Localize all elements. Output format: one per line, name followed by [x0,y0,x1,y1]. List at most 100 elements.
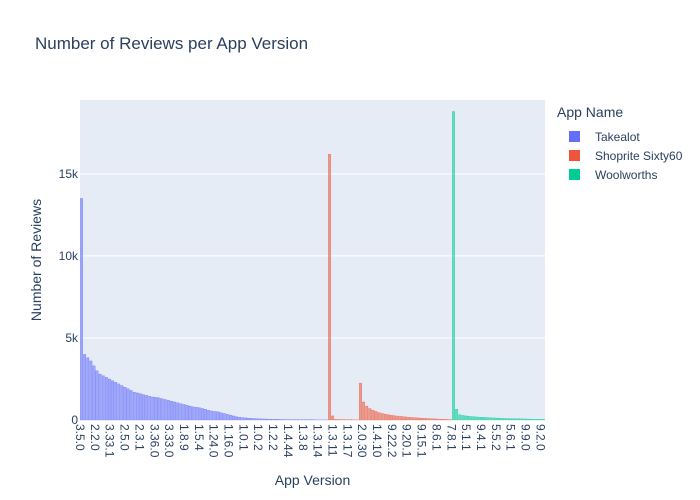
bar-takealot[interactable] [120,385,124,421]
bar-takealot[interactable] [179,403,183,421]
bar-takealot[interactable] [154,397,158,421]
bar-woolworths[interactable] [492,417,496,421]
bar-takealot[interactable] [232,415,235,421]
bar-takealot[interactable] [160,398,164,421]
bar-takealot[interactable] [92,365,96,421]
bar-takealot[interactable] [157,397,161,421]
bar-takealot[interactable] [129,390,133,421]
bar-woolworths[interactable] [535,419,539,421]
bar-takealot[interactable] [139,393,142,421]
bar-shoprite-sixty60[interactable] [365,405,369,421]
bar-shoprite-sixty60[interactable] [362,401,366,421]
bar-takealot[interactable] [145,395,149,421]
bar-shoprite-sixty60[interactable] [380,413,384,421]
bar-takealot[interactable] [142,394,145,421]
bar-shoprite-sixty60[interactable] [383,413,387,421]
bar-woolworths[interactable] [511,418,514,421]
bar-shoprite-sixty60[interactable] [377,412,381,421]
bar-shoprite-sixty60[interactable] [371,409,375,421]
bar-woolworths[interactable] [542,419,545,421]
bar-takealot[interactable] [111,380,114,421]
bar-takealot[interactable] [188,405,192,421]
bar-woolworths[interactable] [523,418,527,421]
bar-shoprite-sixty60[interactable] [368,408,372,421]
bar-shoprite-sixty60[interactable] [424,418,428,421]
bar-takealot[interactable] [250,418,254,421]
bar-shoprite-sixty60[interactable] [430,418,434,421]
bar-takealot[interactable] [244,417,248,421]
bar-woolworths[interactable] [532,419,536,421]
bar-woolworths[interactable] [538,419,542,421]
bar-woolworths[interactable] [464,415,468,421]
bar-takealot[interactable] [104,377,108,421]
bar-takealot[interactable] [191,406,195,421]
legend-item-shoprite[interactable]: Shoprite Sixty60 [557,146,682,165]
bar-shoprite-sixty60[interactable] [418,417,421,421]
bar-takealot[interactable] [201,408,204,421]
bar-takealot[interactable] [256,418,260,421]
bar-takealot[interactable] [216,411,220,421]
bar-woolworths[interactable] [514,418,517,421]
bar-shoprite-sixty60[interactable] [433,418,437,421]
bar-takealot[interactable] [114,382,118,421]
bar-takealot[interactable] [89,360,93,421]
bar-woolworths[interactable] [470,416,474,421]
bar-woolworths[interactable] [501,418,505,421]
bar-takealot[interactable] [275,419,279,421]
bar-shoprite-sixty60[interactable] [393,415,397,421]
bar-takealot[interactable] [86,357,90,421]
bar-woolworths[interactable] [507,418,511,421]
bar-takealot[interactable] [132,391,136,421]
bar-woolworths[interactable] [473,416,477,421]
bar-takealot[interactable] [228,414,232,421]
bar-shoprite-sixty60[interactable] [328,153,331,421]
bar-shoprite-sixty60[interactable] [331,415,335,421]
legend-item-takealot[interactable]: Takealot [557,127,682,146]
bar-takealot[interactable] [241,417,245,421]
bar-takealot[interactable] [247,418,251,421]
bar-takealot[interactable] [182,404,186,421]
bar-shoprite-sixty60[interactable] [396,415,400,421]
bar-shoprite-sixty60[interactable] [334,419,338,421]
bar-takealot[interactable] [163,399,167,421]
bar-woolworths[interactable] [467,416,471,421]
bar-takealot[interactable] [173,401,176,421]
bar-takealot[interactable] [213,411,217,421]
bar-woolworths[interactable] [520,418,524,421]
bar-woolworths[interactable] [452,111,455,421]
bar-takealot[interactable] [80,198,83,421]
bar-takealot[interactable] [263,418,266,421]
bar-takealot[interactable] [108,378,111,421]
bar-takealot[interactable] [95,370,99,421]
bar-shoprite-sixty60[interactable] [439,419,443,421]
bar-shoprite-sixty60[interactable] [436,418,440,421]
bar-takealot[interactable] [123,387,127,421]
bar-takealot[interactable] [225,414,229,421]
bar-takealot[interactable] [272,419,276,421]
legend-item-woolworths[interactable]: Woolworths [557,165,682,184]
bar-takealot[interactable] [166,400,170,421]
bar-takealot[interactable] [117,383,121,421]
bar-woolworths[interactable] [517,418,521,421]
bar-takealot[interactable] [266,418,269,421]
bar-takealot[interactable] [253,418,257,421]
bar-shoprite-sixty60[interactable] [399,416,403,421]
bar-woolworths[interactable] [529,418,533,421]
bar-shoprite-sixty60[interactable] [442,419,446,421]
bar-takealot[interactable] [207,409,211,421]
bar-takealot[interactable] [101,375,105,421]
bar-takealot[interactable] [194,407,198,421]
bar-shoprite-sixty60[interactable] [414,417,418,421]
bar-takealot[interactable] [185,405,189,421]
bar-takealot[interactable] [151,396,155,421]
bar-takealot[interactable] [235,416,238,421]
bar-takealot[interactable] [148,396,152,421]
bar-woolworths[interactable] [455,409,459,421]
bar-woolworths[interactable] [461,415,465,421]
bar-takealot[interactable] [259,418,263,421]
bar-takealot[interactable] [219,412,223,421]
bar-takealot[interactable] [135,392,139,421]
bar-shoprite-sixty60[interactable] [402,416,406,421]
bar-takealot[interactable] [210,410,214,421]
bar-shoprite-sixty60[interactable] [374,411,378,421]
